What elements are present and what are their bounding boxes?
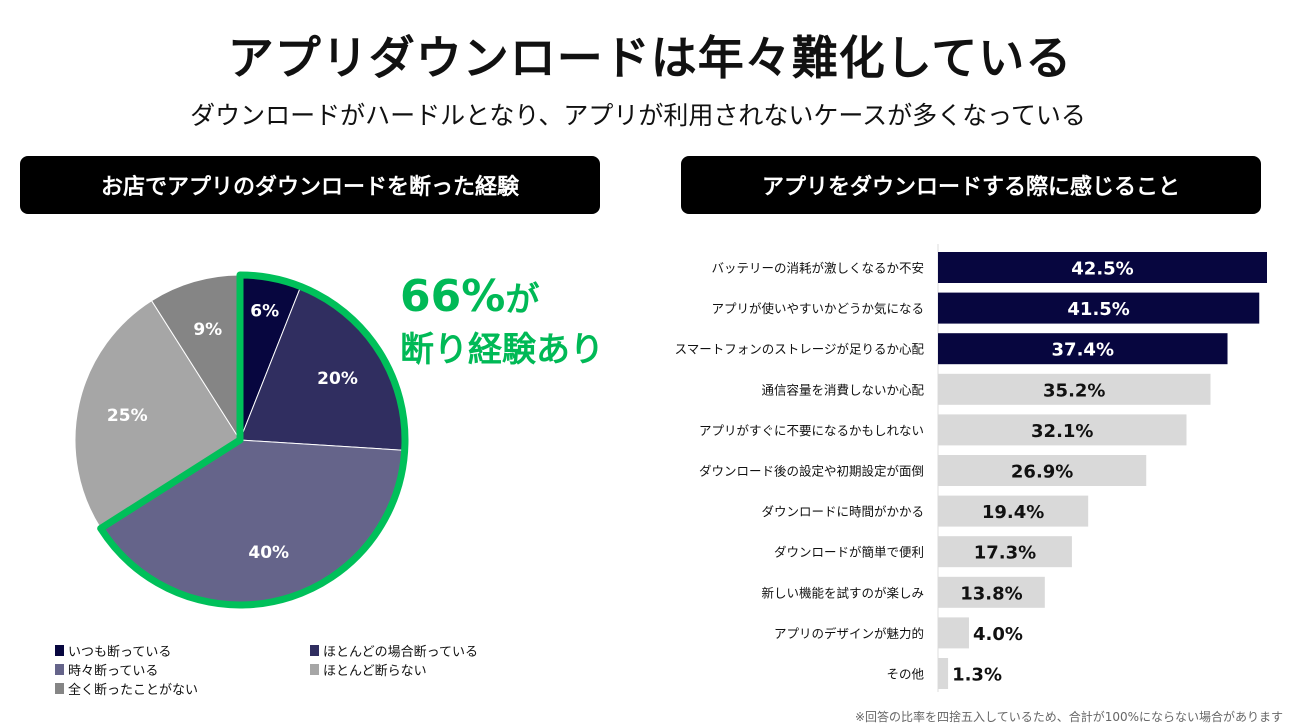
highlight-outline: [97, 271, 409, 609]
pie-slice-label: 40%: [248, 543, 289, 563]
pie-chart: 6% 20% 40% 25% 9%: [74, 271, 409, 609]
legend-item: いつも断っている: [55, 641, 171, 660]
bar: [938, 495, 1089, 527]
bar-category-label: ダウンロードに時間がかかる: [761, 504, 924, 519]
legend-swatch: [310, 645, 319, 656]
bar-value-label: 41.5%: [1067, 299, 1129, 320]
bar: [938, 617, 969, 649]
bar-category-label: スマートフォンのストレージが足りるか心配: [675, 342, 925, 357]
legend-swatch: [55, 645, 64, 656]
bar: [938, 658, 949, 689]
legend-item: 全く断ったことがない: [55, 679, 198, 698]
bar-value-label: 1.3%: [952, 665, 1002, 686]
legend-label: 時々断っている: [68, 664, 159, 679]
legend-label: ほとんど断らない: [323, 664, 427, 679]
pie-chart-title: お店でアプリのダウンロードを断った経験: [20, 156, 600, 214]
legend-item: ほとんど断らない: [310, 660, 427, 679]
page-subtitle: ダウンロードがハードルとなり、アプリが利用されないケースが多くなっている: [190, 101, 1086, 130]
legend-label: 全く断ったことがない: [68, 683, 199, 698]
bar-category-label: アプリがすぐに不要になるかもしれない: [699, 423, 924, 438]
bar-category-label: その他: [886, 667, 924, 682]
bar-chart-title: アプリをダウンロードする際に感じること: [681, 156, 1261, 214]
bar-category-label: 通信容量を消費しないか心配: [761, 382, 924, 397]
bar: [938, 252, 1267, 283]
bar-category-label: アプリのデザインが魅力的: [774, 626, 924, 641]
bar-value-label: 35.2%: [1043, 380, 1105, 401]
bar: [938, 333, 1228, 365]
bar-value-label: 17.3%: [974, 543, 1036, 564]
bar: [938, 414, 1187, 446]
callout-percent: 66%: [400, 271, 506, 322]
bar-value-label: 4.0%: [973, 624, 1023, 645]
pie-slice-label: 20%: [317, 369, 358, 389]
bar: [938, 576, 1045, 608]
pie-slice: [74, 299, 241, 530]
bar-category-label: ダウンロードが簡単で便利: [774, 545, 924, 560]
bar-value-label: 13.8%: [960, 583, 1022, 604]
page-title: アプリダウンロードは年々難化している: [227, 31, 1073, 85]
legend-label: いつも断っている: [68, 645, 172, 660]
legend-swatch: [55, 683, 64, 694]
bar: [938, 292, 1260, 324]
pie-slice-label: 6%: [250, 301, 279, 321]
bar-value-label: 42.5%: [1071, 259, 1133, 280]
legend-swatch: [55, 664, 64, 675]
bar: [938, 536, 1072, 568]
pie-slice-label: 25%: [107, 406, 148, 426]
callout: 66%が 断り経験あり: [400, 272, 604, 375]
bar-value-label: 37.4%: [1052, 340, 1114, 361]
bar-category-label: ダウンロード後の設定や初期設定が面倒: [699, 464, 924, 479]
callout-suffix: が: [505, 280, 540, 320]
bar-category-label: アプリが使いやすいかどうか気になる: [711, 301, 924, 316]
legend-label: ほとんどの場合断っている: [323, 645, 478, 660]
legend-item: ほとんどの場合断っている: [310, 641, 478, 660]
legend-swatch: [310, 664, 319, 675]
bar-category-label: 新しい機能を試すのが楽しみ: [761, 585, 924, 600]
bar: [938, 455, 1147, 486]
legend-item: 時々断っている: [55, 660, 158, 679]
bar-value-label: 32.1%: [1031, 421, 1093, 442]
callout-text: 断り経験あり: [400, 330, 604, 370]
bar-category-label: バッテリーの消耗が激しくなるか不安: [711, 261, 924, 276]
bar: [938, 373, 1211, 405]
bar-value-label: 26.9%: [1011, 462, 1073, 483]
bar-value-label: 19.4%: [982, 502, 1044, 523]
pie-slice-label: 9%: [193, 320, 222, 340]
